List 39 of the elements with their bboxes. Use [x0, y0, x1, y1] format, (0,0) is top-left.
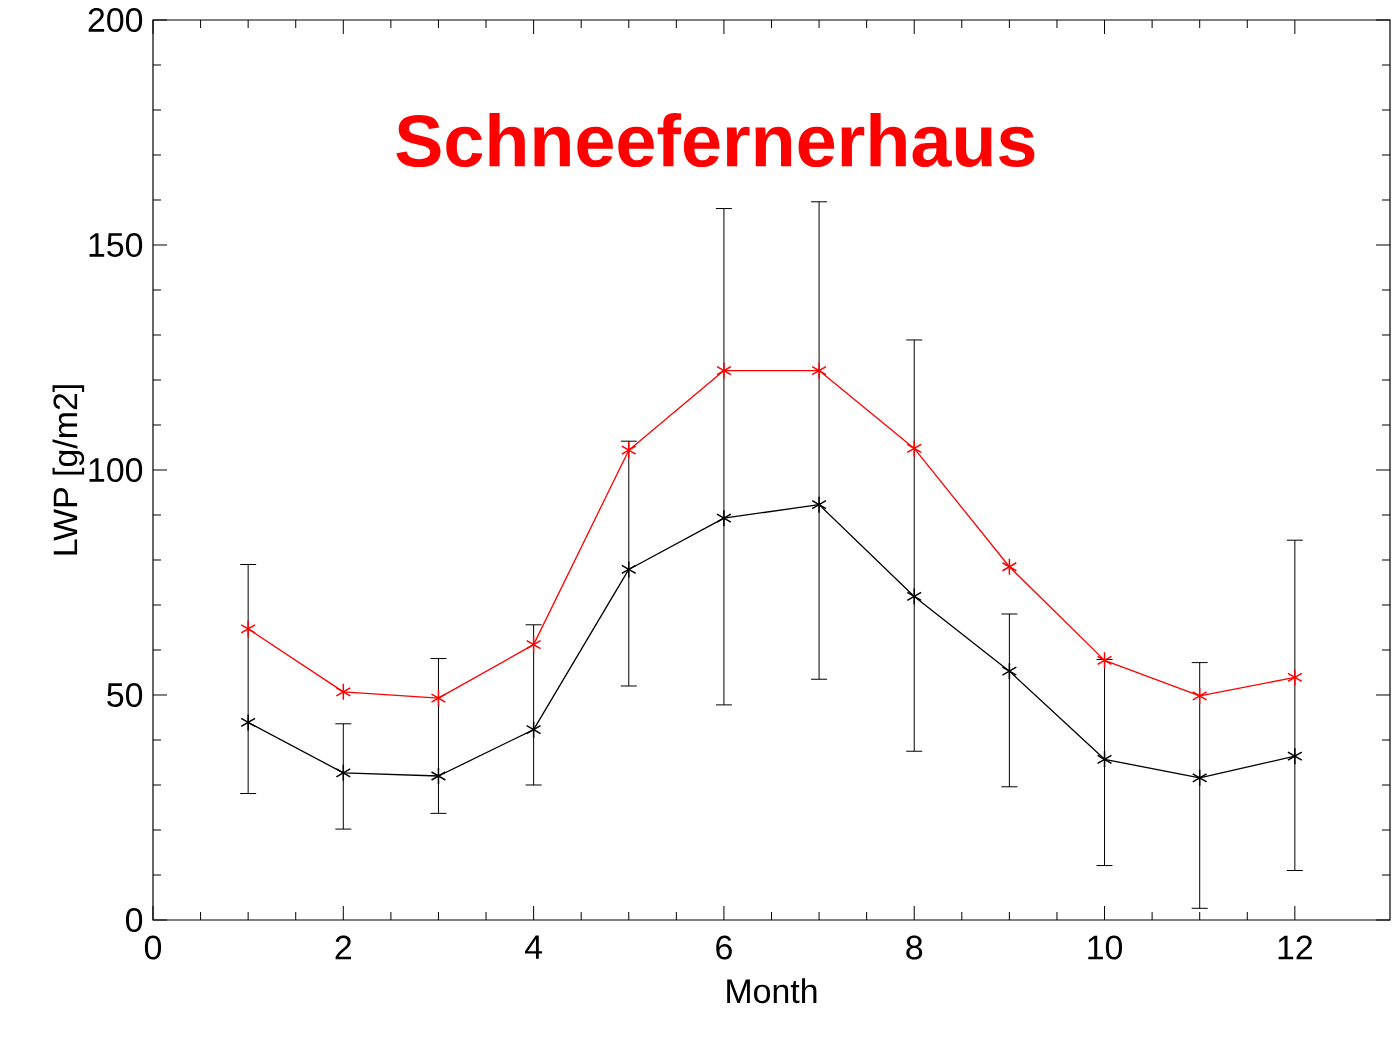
text: Schneefernerhaus — [396, 112, 1035, 168]
point — [621, 441, 637, 459]
y-tick-label: 50 — [107, 683, 143, 707]
point — [716, 509, 732, 527]
point — [430, 767, 447, 785]
point — [335, 764, 351, 782]
point — [1096, 651, 1113, 670]
x-axis-title: Month — [727, 978, 817, 1004]
point — [1096, 750, 1113, 769]
point — [430, 689, 447, 707]
point — [811, 361, 827, 380]
point — [1001, 558, 1018, 576]
y-tick-label: 100 — [89, 458, 143, 482]
x-tick-label: 2 — [335, 935, 352, 960]
x-tick-label: 8 — [906, 935, 923, 960]
point — [240, 713, 256, 732]
x-tick-label: 10 — [1088, 935, 1123, 960]
point — [240, 620, 256, 638]
y-tick-label: 150 — [89, 233, 143, 257]
point — [1001, 662, 1018, 680]
point — [716, 361, 732, 380]
y-tick-label: 200 — [88, 8, 143, 32]
point — [621, 560, 637, 579]
x-tick-label: 0 — [144, 935, 162, 960]
point — [1287, 668, 1303, 687]
point — [906, 439, 922, 458]
point — [1287, 747, 1303, 765]
point — [525, 635, 542, 654]
y-tick-label: 0 — [125, 908, 143, 932]
x-tick-label: 4 — [524, 935, 543, 959]
point — [525, 720, 542, 739]
point — [335, 683, 351, 701]
y-axis-title: LWP [g/m2] — [52, 385, 85, 555]
point — [906, 587, 922, 606]
x-tick-label: 12 — [1278, 935, 1312, 960]
x-tick-label: 6 — [716, 935, 732, 960]
point — [811, 495, 827, 514]
point — [1192, 687, 1208, 705]
point — [1192, 769, 1208, 787]
